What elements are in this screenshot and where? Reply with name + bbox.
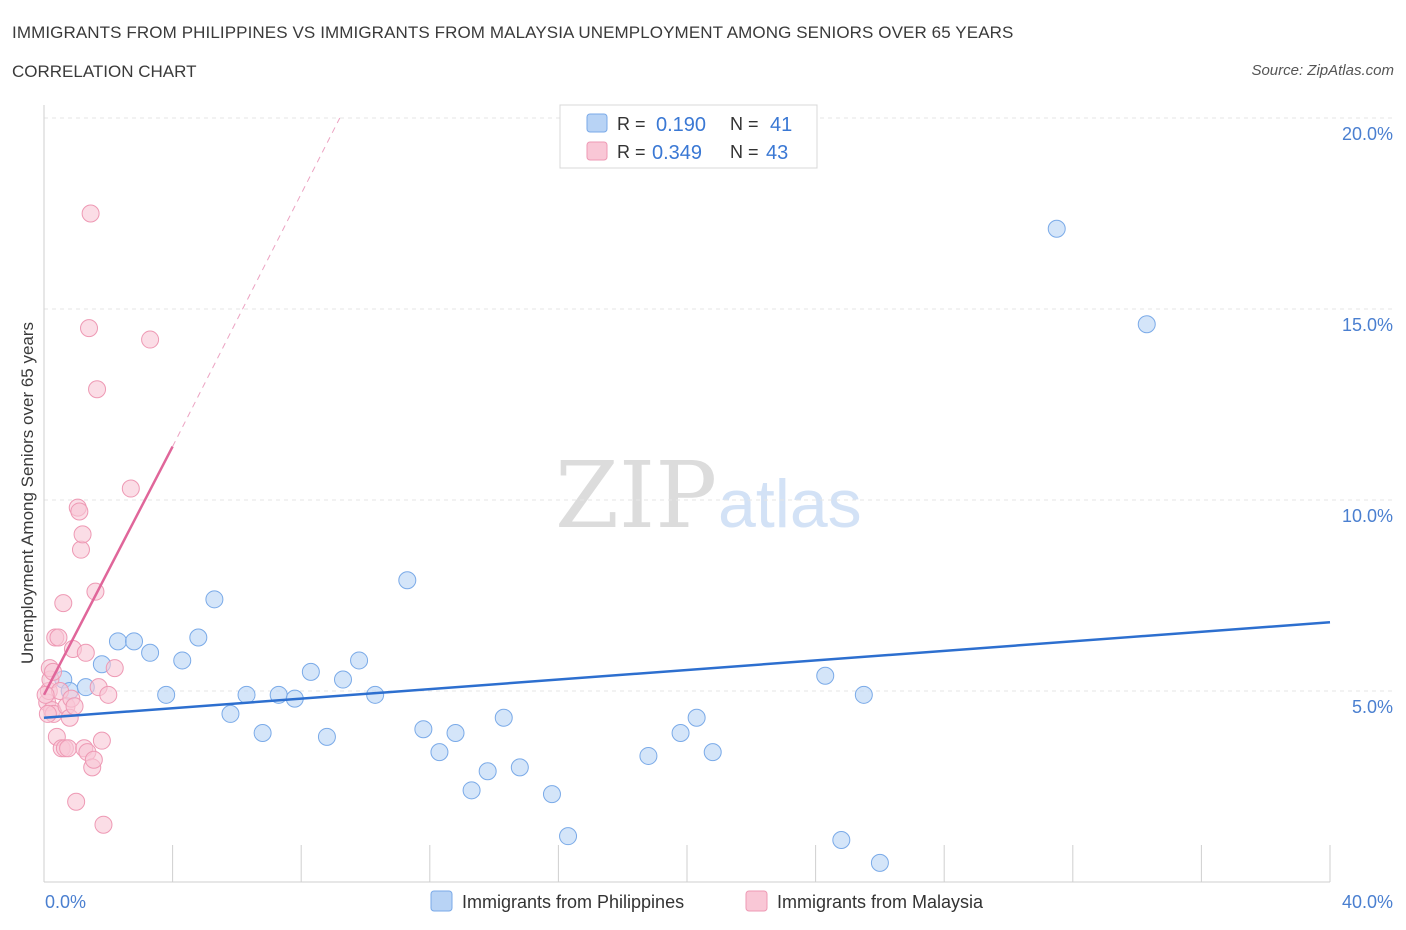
point-philippines — [205, 590, 224, 609]
point-philippines — [639, 746, 658, 765]
y-tick-label: 15.0% — [1342, 315, 1393, 335]
watermark-atlas: atlas — [718, 466, 862, 542]
point-malaysia — [59, 739, 78, 758]
point-philippines — [141, 643, 160, 662]
point-malaysia — [65, 697, 84, 716]
point-malaysia — [92, 731, 111, 750]
point-malaysia — [84, 750, 103, 769]
point-philippines — [398, 571, 417, 590]
point-malaysia — [141, 330, 160, 349]
legend-swatch-philippines — [586, 113, 608, 133]
point-philippines — [478, 762, 497, 781]
point-philippines — [687, 708, 706, 727]
legend-r-label-2: R = — [617, 142, 646, 162]
gridlines — [44, 117, 1393, 692]
point-philippines — [414, 720, 433, 739]
point-philippines — [816, 666, 835, 685]
point-philippines — [221, 704, 240, 723]
y-axis-label: Unemployment Among Seniors over 65 years — [18, 322, 37, 664]
series-legend: Immigrants from Philippines Immigrants f… — [430, 890, 984, 912]
point-philippines — [157, 685, 176, 704]
x-tick-label-max: 40.0% — [1342, 892, 1393, 912]
source-label: Source: ZipAtlas.com — [1251, 62, 1394, 79]
data-points — [36, 204, 1156, 872]
point-philippines — [1137, 315, 1156, 334]
point-philippines — [253, 724, 272, 743]
point-malaysia — [67, 792, 86, 811]
y-tick-label: 10.0% — [1342, 506, 1393, 526]
point-philippines — [108, 632, 127, 651]
point-philippines — [446, 724, 465, 743]
point-philippines — [333, 670, 352, 689]
point-philippines — [237, 685, 256, 704]
point-malaysia — [99, 685, 118, 704]
series-legend-swatch-malaysia — [745, 890, 768, 912]
y-tick-label: 20.0% — [1342, 124, 1393, 144]
point-malaysia — [81, 204, 100, 223]
point-philippines — [430, 743, 449, 762]
point-philippines — [854, 685, 873, 704]
y-tick-label: 5.0% — [1352, 697, 1393, 717]
trend-line-malaysia-extension — [172, 117, 341, 447]
legend-r-label-1: R = — [617, 114, 646, 134]
point-malaysia — [73, 525, 92, 544]
point-malaysia — [80, 319, 99, 338]
series-legend-label-philippines: Immigrants from Philippines — [462, 892, 684, 912]
legend-n-label-1: N = — [730, 114, 759, 134]
legend-n-label-2: N = — [730, 142, 759, 162]
point-philippines — [510, 758, 529, 777]
point-philippines — [125, 632, 144, 651]
point-philippines — [703, 743, 722, 762]
point-philippines — [559, 827, 578, 846]
trend-lines — [42, 117, 1331, 719]
legend-r-value-1: 0.190 — [656, 114, 706, 136]
point-malaysia — [36, 685, 55, 704]
point-philippines — [189, 628, 208, 647]
x-axis-ticks — [172, 845, 1331, 882]
legend-swatch-malaysia — [586, 141, 608, 161]
point-philippines — [832, 830, 851, 849]
point-philippines — [542, 785, 561, 804]
point-malaysia — [105, 659, 124, 678]
point-malaysia — [38, 704, 57, 723]
point-philippines — [671, 724, 690, 743]
series-legend-swatch-philippines — [430, 890, 453, 912]
trend-line-philippines — [43, 620, 1331, 719]
point-philippines — [301, 662, 320, 681]
series-legend-label-malaysia: Immigrants from Malaysia — [777, 892, 984, 912]
point-philippines — [317, 727, 336, 746]
watermark-zip: ZIP — [555, 442, 717, 549]
point-malaysia — [121, 479, 140, 498]
point-malaysia — [76, 643, 95, 662]
y-tick-labels: 5.0% 10.0% 15.0% 20.0% — [1342, 124, 1393, 717]
point-philippines — [1047, 219, 1066, 238]
point-philippines — [870, 853, 889, 872]
legend-n-value-2: 43 — [766, 142, 788, 164]
point-malaysia — [88, 380, 107, 399]
chart-subtitle: CORRELATION CHART — [12, 62, 197, 81]
chart-title: IMMIGRANTS FROM PHILIPPINES VS IMMIGRANT… — [12, 23, 1014, 42]
legend-r-value-2: 0.349 — [652, 142, 702, 164]
point-malaysia — [71, 540, 90, 559]
point-philippines — [173, 651, 192, 670]
point-malaysia — [54, 594, 73, 613]
x-tick-label-min: 0.0% — [45, 892, 86, 912]
point-malaysia — [94, 815, 113, 834]
point-malaysia — [70, 502, 89, 521]
point-philippines — [350, 651, 369, 670]
point-malaysia — [49, 628, 68, 647]
point-philippines — [494, 708, 513, 727]
trend-line-malaysia — [42, 445, 174, 696]
correlation-legend: R = 0.190 N = 41 R = 0.349 N = 43 — [559, 104, 818, 169]
legend-n-value-1: 41 — [770, 114, 792, 136]
point-philippines — [462, 781, 481, 800]
